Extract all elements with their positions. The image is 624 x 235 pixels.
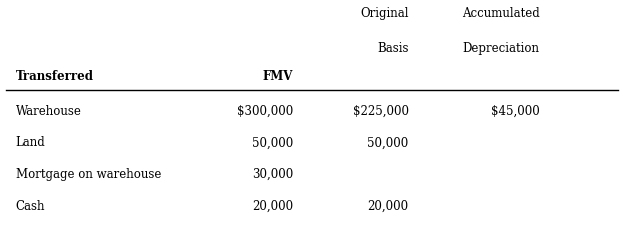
Text: 20,000: 20,000 <box>368 200 409 213</box>
Text: 30,000: 30,000 <box>252 168 293 181</box>
Text: $225,000: $225,000 <box>353 105 409 118</box>
Text: $45,000: $45,000 <box>491 105 540 118</box>
Text: FMV: FMV <box>263 70 293 83</box>
Text: Original: Original <box>360 7 409 20</box>
Text: Transferred: Transferred <box>16 70 94 83</box>
Text: Depreciation: Depreciation <box>463 42 540 55</box>
Text: 50,000: 50,000 <box>252 136 293 149</box>
Text: Land: Land <box>16 136 46 149</box>
Text: Accumulated: Accumulated <box>462 7 540 20</box>
Text: 20,000: 20,000 <box>252 200 293 213</box>
Text: Warehouse: Warehouse <box>16 105 82 118</box>
Text: 50,000: 50,000 <box>368 136 409 149</box>
Text: Cash: Cash <box>16 200 45 213</box>
Text: Basis: Basis <box>378 42 409 55</box>
Text: $300,000: $300,000 <box>237 105 293 118</box>
Text: Mortgage on warehouse: Mortgage on warehouse <box>16 168 161 181</box>
